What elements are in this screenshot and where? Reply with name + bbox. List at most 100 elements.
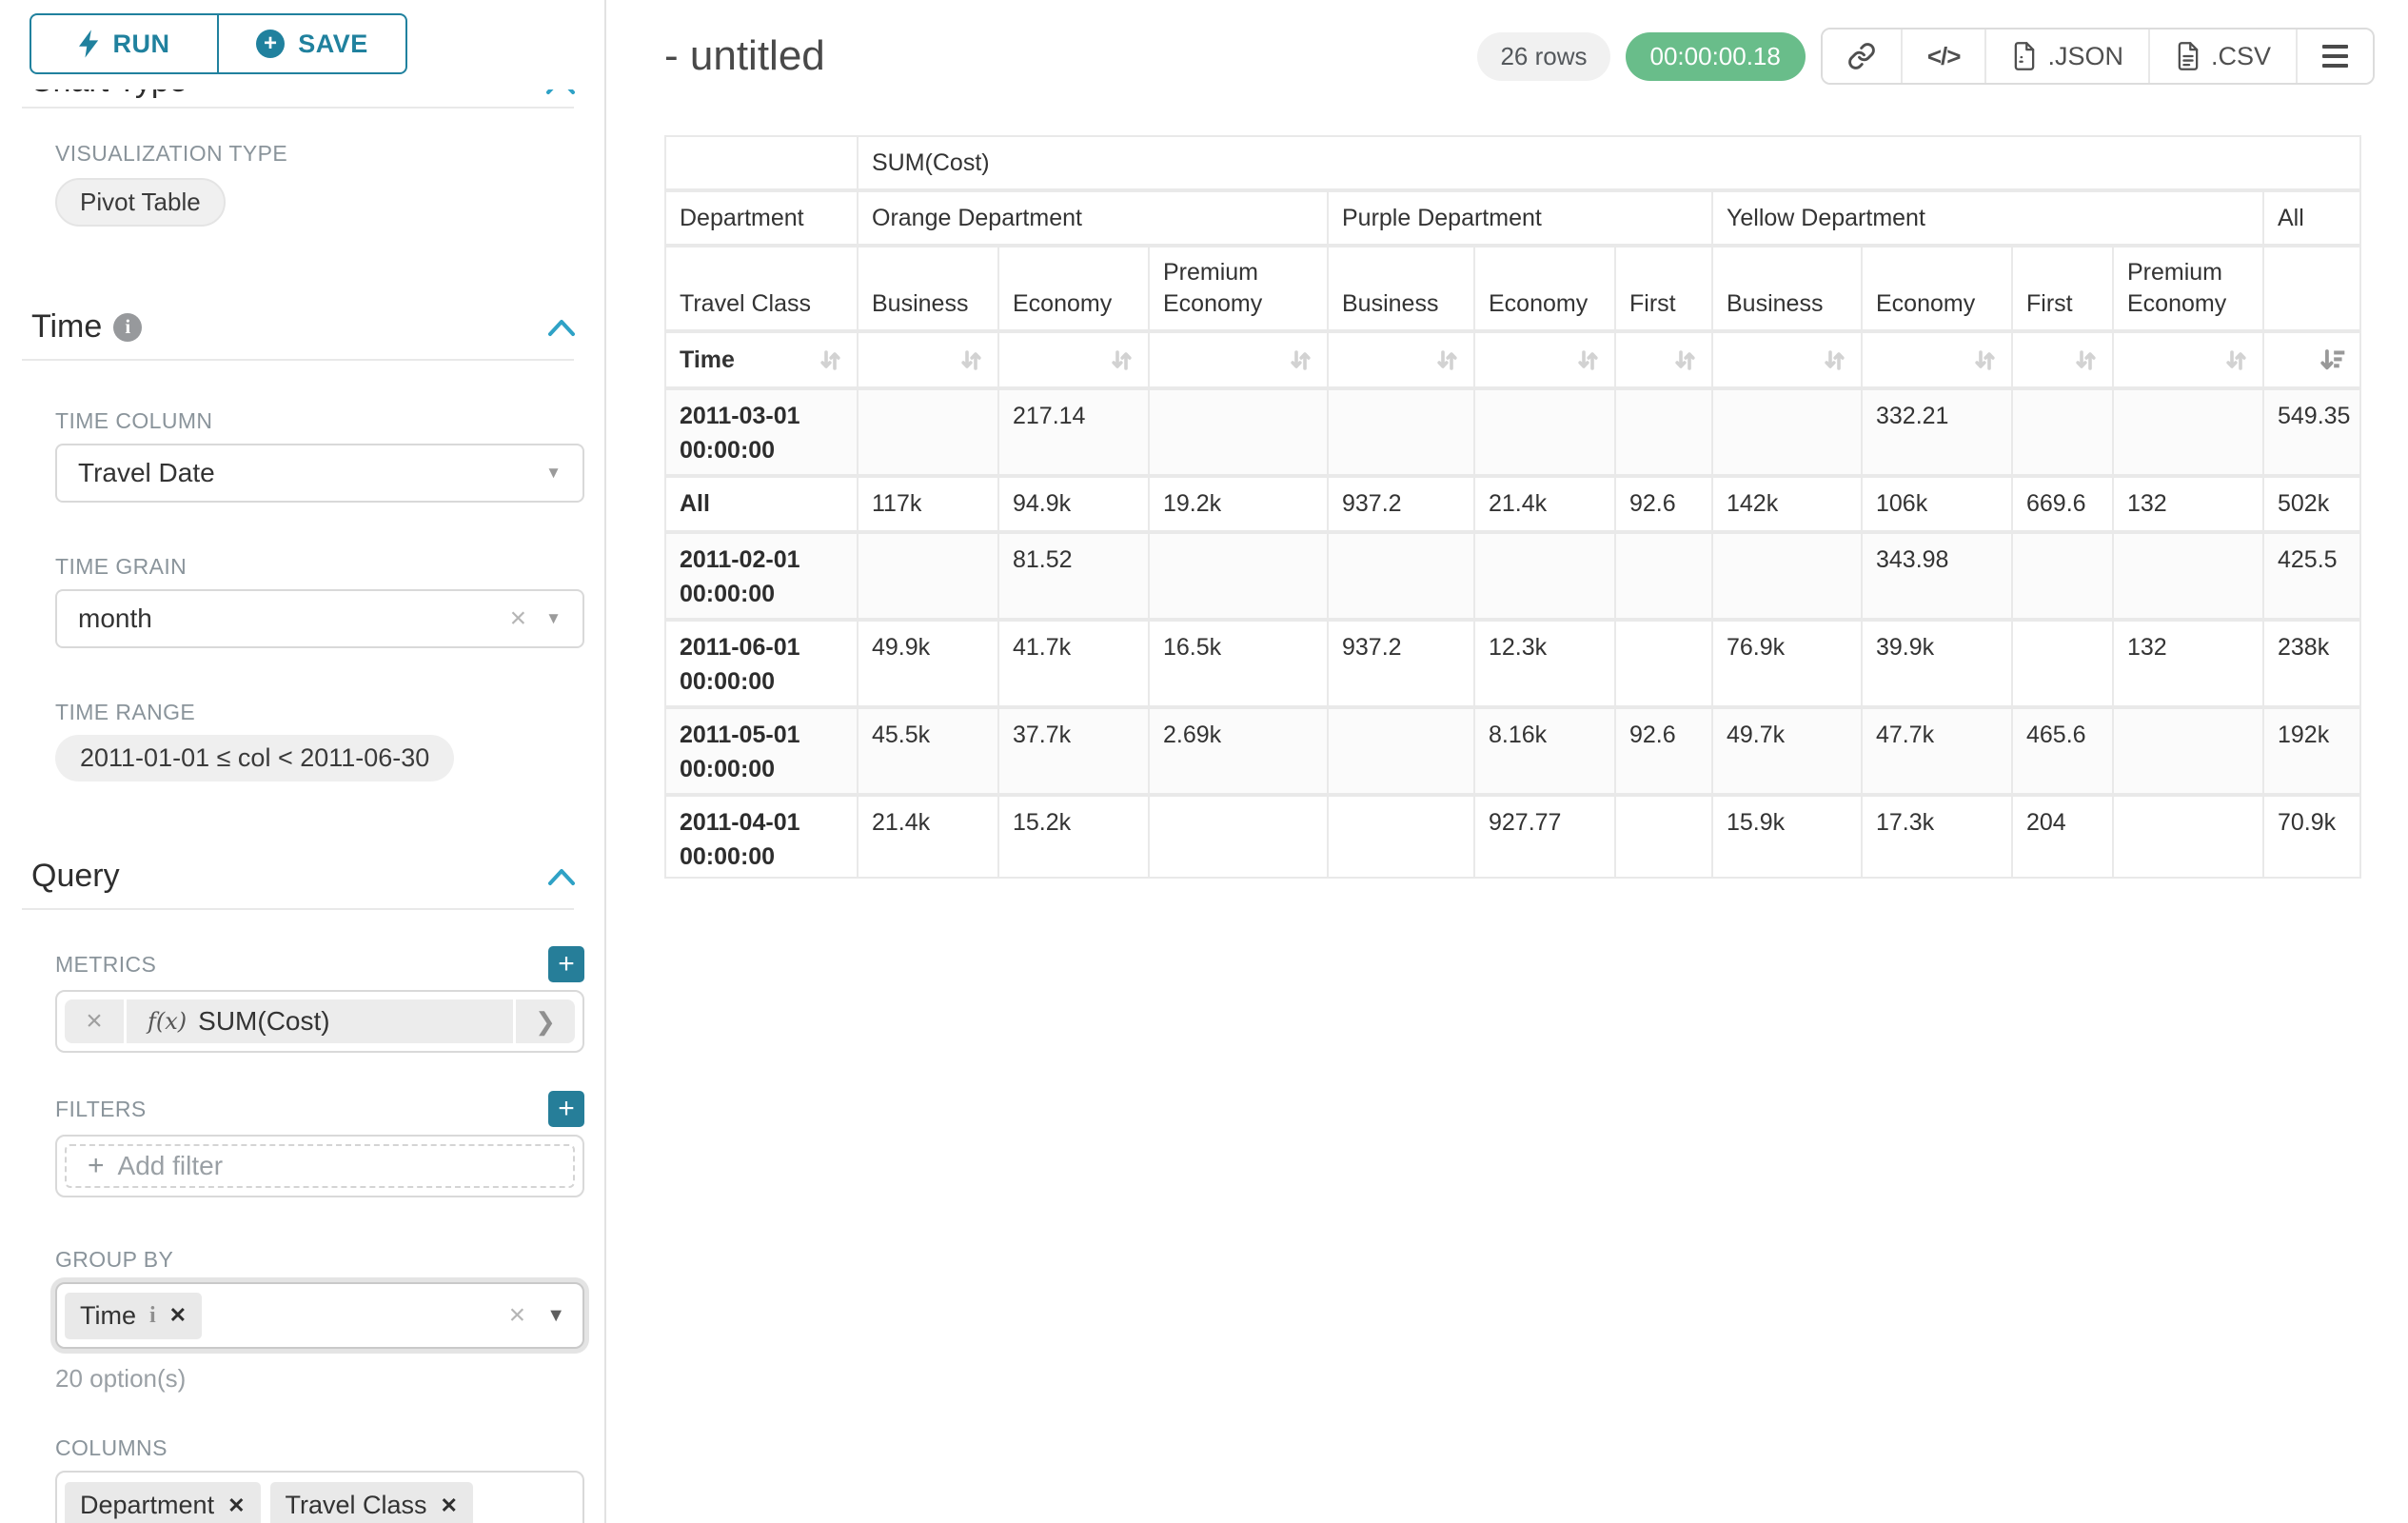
link-icon [1848,43,1875,69]
panel-scroll-top: Chart Type RUN + SAVE [0,0,604,107]
chart-title[interactable]: - untitled [664,32,825,79]
pivot-value-cell [1329,709,1473,793]
pivot-value-cell [1150,534,1327,618]
run-button[interactable]: RUN [30,13,219,74]
pivot-value-cell: 94.9k [999,478,1148,530]
pivot-value-cell: 70.9k [2264,797,2359,877]
pivot-value-cell: 2.69k [1150,709,1327,793]
embed-code-button[interactable]: </> [1900,30,1985,83]
pivot-table: SUM(Cost) Department Orange Department Purp… [664,135,2361,879]
pivot-sort-cell[interactable] [859,333,997,386]
viz-type-pill[interactable]: Pivot Table [55,178,226,227]
pivot-row-header: 2011-02-01 00:00:00 [666,534,857,618]
time-column-select[interactable]: Travel Date ▼ [55,444,584,503]
add-filter-button[interactable]: + [548,1091,584,1127]
pivot-sort-cell-active[interactable] [2264,333,2359,386]
pivot-value-cell: 132 [2114,622,2262,705]
pivot-value-cell [1475,534,1614,618]
selected-option-tag[interactable]: Department ✕ [65,1482,261,1523]
remove-tag-icon[interactable]: ✕ [168,1303,188,1327]
chevron-up-icon[interactable] [547,318,576,337]
remove-tag-icon[interactable]: ✕ [440,1493,458,1517]
pivot-value-cell: 217.14 [999,390,1148,474]
caret-down-icon: ▼ [546,1304,565,1326]
pivot-sort-cell[interactable] [1616,333,1711,386]
columns-tags: Department ✕ Travel Class ✕ [65,1482,509,1523]
sort-icon [820,349,840,370]
metric-pill[interactable]: × f(x) SUM(Cost) ❯ [65,999,575,1043]
save-label: SAVE [298,29,368,58]
query-section-header[interactable]: Query [31,858,576,895]
add-filter-dropzone[interactable]: + Add filter [65,1144,575,1188]
pivot-sort-cell[interactable] [1863,333,2011,386]
pivot-value-cell: 81.52 [999,534,1148,618]
pivot-sort-cell[interactable] [999,333,1148,386]
clear-icon[interactable]: × [509,603,527,634]
chart-control-panel: Chart Type RUN + SAVE VISUALIZATION TYPE… [0,0,606,1523]
menu-button[interactable] [2296,30,2373,83]
pivot-value-cell [1616,797,1711,877]
pivot-value-cell: 92.6 [1616,709,1711,793]
export-json-label: .JSON [2047,41,2123,70]
pivot-sort-cell[interactable] [2013,333,2112,386]
time-section-header[interactable]: Time i [31,308,576,346]
time-range-pill[interactable]: 2011-01-01 ≤ col < 2011-06-30 [55,735,455,781]
pivot-value-cell [2013,534,2112,618]
function-icon: f(x) [148,1008,188,1035]
pivot-sort-cell[interactable] [2114,333,2262,386]
chevron-right-icon[interactable]: ❯ [516,999,575,1043]
plus-circle-icon: + [256,30,286,58]
section-divider [22,359,574,361]
selected-option-tag[interactable]: Time i ✕ [65,1292,203,1339]
export-json-button[interactable]: .JSON [1984,30,2148,83]
pivot-class-header: Business [1329,247,1473,329]
remove-metric-icon[interactable]: × [65,999,124,1043]
selected-option-tag[interactable]: Travel Class ✕ [269,1482,473,1523]
pivot-value-cell: 49.7k [1713,709,1861,793]
sort-icon [2076,349,2096,370]
pivot-class-header: First [2013,247,2112,329]
pivot-value-cell [2114,709,2262,793]
pivot-sort-cell[interactable] [1150,333,1327,386]
caret-down-icon: ▼ [545,609,562,627]
code-icon: </> [1926,41,1962,70]
pivot-class-header: Economy [1475,247,1614,329]
group-by-label: GROUP BY [55,1247,174,1272]
time-grain-value: month [78,603,152,633]
pivot-sort-cell[interactable] [1713,333,1861,386]
pivot-value-cell [1713,390,1861,474]
pivot-col-axis-label: Travel Class [666,247,857,329]
time-column-label: TIME COLUMN [55,408,213,433]
pivot-row-header: All [666,478,857,530]
pivot-value-cell: 41.7k [999,622,1148,705]
pivot-column-group-header: All [2264,192,2359,244]
sort-icon [1112,349,1132,370]
pivot-value-cell: 19.2k [1150,478,1327,530]
columns-select[interactable]: Department✕Travel Class✕ × ▼ [55,1471,584,1523]
time-section-title: Time [31,308,103,345]
filters-label: FILTERS [55,1096,147,1121]
pivot-value-cell [2114,797,2262,877]
group-by-select[interactable]: Time i ✕ × ▼ [55,1282,584,1349]
metric-main[interactable]: f(x) SUM(Cost) [127,999,513,1043]
time-range-label: TIME RANGE [55,700,196,724]
chevron-up-icon[interactable] [547,867,576,886]
pivot-sort-cell[interactable]: Time [666,333,857,386]
pivot-sort-cell[interactable] [1329,333,1473,386]
remove-tag-icon[interactable]: ✕ [227,1493,246,1517]
save-button[interactable]: + SAVE [217,13,407,74]
pivot-value-cell [859,390,997,474]
pivot-value-cell: 937.2 [1329,622,1473,705]
export-csv-button[interactable]: .CSV [2147,30,2296,83]
pivot-sort-cell[interactable] [1475,333,1614,386]
pivot-value-cell: 106k [1863,478,2011,530]
hamburger-icon [2322,45,2348,68]
sort-icon [1291,349,1311,370]
clear-icon[interactable]: × [508,1299,526,1331]
add-metric-button[interactable]: + [548,946,584,982]
time-grain-select[interactable]: month × ▼ [55,589,584,648]
chart-header: - untitled 26 rows 00:00:00.18 </> .JSON… [664,25,2375,88]
copy-link-button[interactable] [1822,30,1901,83]
viz-type-label: VISUALIZATION TYPE [55,141,288,166]
pivot-row-header: 2011-06-01 00:00:00 [666,622,857,705]
